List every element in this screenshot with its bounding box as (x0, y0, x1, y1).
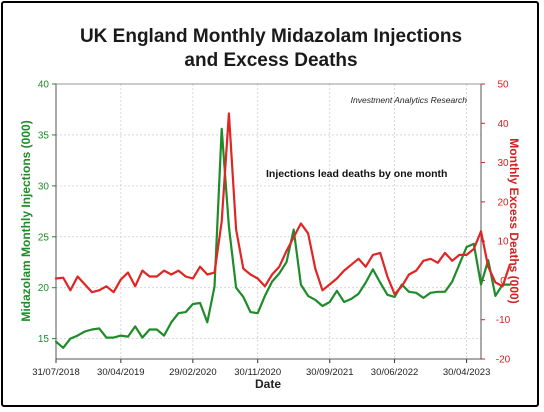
x-tick-label: 30/11/2020 (234, 367, 281, 378)
series-line-injections (54, 127, 511, 349)
right-tick-label: 30 (497, 158, 509, 169)
annotation-label: Injections lead deaths by one month (266, 168, 447, 180)
right-tick-label: -20 (496, 355, 511, 366)
x-tick-label: 31/07/2018 (32, 367, 80, 378)
x-tick-label: 30/04/2023 (443, 367, 491, 378)
plot-area (56, 84, 481, 359)
right-tick-label: 10 (497, 237, 509, 248)
x-tick-label: 30/04/2019 (97, 367, 145, 378)
left-tick-label: 25 (38, 232, 50, 243)
x-tick-label: 30/06/2022 (371, 367, 419, 378)
left-tick-label: 35 (38, 130, 50, 141)
left-axis-label: Midazolam Monthly Injections (000) (19, 120, 33, 321)
right-tick-label: -10 (496, 315, 511, 326)
right-tick-label: 20 (497, 197, 509, 208)
left-tick-label: 15 (38, 334, 50, 345)
series-line-excess-deaths (54, 112, 511, 296)
right-axis-label: Monthly Excess Deaths (000) (507, 138, 521, 303)
source-label: Investment Analytics Research (351, 95, 468, 105)
x-axis-label: Date (255, 377, 281, 391)
chart-title-line1: UK England Monthly Midazolam Injections (80, 26, 462, 47)
chart-frame (1, 1, 539, 407)
x-tick-label: 29/02/2020 (169, 367, 217, 378)
left-tick-label: 40 (38, 80, 50, 91)
right-tick-label: 40 (497, 119, 509, 130)
chart-title-line2: and Excess Deaths (184, 50, 357, 71)
x-tick-label: 30/09/2021 (306, 367, 354, 378)
left-tick-label: 20 (38, 283, 50, 294)
right-tick-label: 50 (497, 80, 509, 91)
left-tick-label: 30 (38, 181, 50, 192)
